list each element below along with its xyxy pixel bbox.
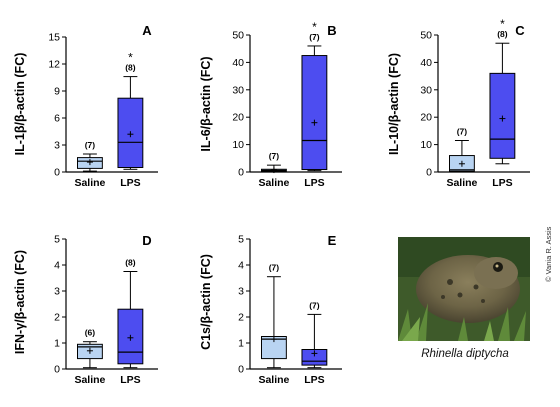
box-lps: (8)* LPS xyxy=(489,17,516,189)
y-tick-label: 2 xyxy=(54,312,60,324)
x-category-label: Saline xyxy=(74,374,105,386)
n-label: (8) xyxy=(125,63,136,73)
toad-photo xyxy=(398,237,530,341)
y-tick-label: 40 xyxy=(232,57,244,69)
y-tick-label: 4 xyxy=(54,260,60,272)
y-tick-label: 5 xyxy=(54,234,60,246)
y-axis-label: IFN-γ/β-actin (FC) xyxy=(13,250,27,354)
y-axis-label: IL-10/β-actin (FC) xyxy=(387,53,401,155)
box-lps: (7) LPS xyxy=(301,300,328,386)
y-tick-label: 0 xyxy=(426,167,432,179)
y-tick-label: 1 xyxy=(238,338,244,350)
y-tick-label: 50 xyxy=(232,30,244,42)
n-label: (7) xyxy=(309,32,320,42)
box-saline: (7) Saline xyxy=(258,263,289,386)
y-tick-label: 3 xyxy=(238,286,244,298)
y-tick-label: 30 xyxy=(232,84,244,96)
panel-label: D xyxy=(142,233,151,248)
x-category-label: LPS xyxy=(304,177,324,189)
box-saline: (6) Saline xyxy=(74,328,105,386)
y-tick-label: 0 xyxy=(54,364,60,376)
y-tick-label: 12 xyxy=(48,59,60,71)
y-tick-label: 40 xyxy=(420,57,432,69)
significance-marker: * xyxy=(312,20,317,34)
n-label: (8) xyxy=(125,258,136,268)
x-category-label: Saline xyxy=(258,177,289,189)
y-tick-label: 10 xyxy=(232,139,244,151)
n-label: (6) xyxy=(85,328,96,338)
panel-d: 0 1 2 3 4 5 IFN-γ/β-actin (FC) D (6) Saline (8) LPS xyxy=(13,233,158,386)
y-tick-label: 1 xyxy=(54,338,60,350)
n-label: (7) xyxy=(309,300,320,310)
n-label: (8) xyxy=(497,29,508,39)
box-lps: (7)* LPS xyxy=(301,20,328,189)
box-iqr xyxy=(301,55,328,171)
photo-caption: Rhinella diptycha xyxy=(421,348,509,360)
box-lps: (8)* LPS xyxy=(117,51,144,189)
significance-marker: * xyxy=(500,17,505,31)
box-saline: (7) Saline xyxy=(74,140,105,189)
box-lps: (8) LPS xyxy=(117,258,144,386)
n-label: (7) xyxy=(269,263,280,273)
y-axis-label: C1s/β-actin (FC) xyxy=(199,254,213,350)
y-tick-label: 10 xyxy=(420,139,432,151)
y-tick-label: 4 xyxy=(238,260,244,272)
panel-label: C xyxy=(515,23,525,38)
x-category-label: LPS xyxy=(120,177,140,189)
y-tick-label: 0 xyxy=(238,167,244,179)
y-tick-label: 0 xyxy=(238,364,244,376)
x-category-label: LPS xyxy=(304,374,324,386)
significance-marker: * xyxy=(128,51,133,65)
toad-photo-drawing xyxy=(398,237,530,341)
y-tick-label: 3 xyxy=(54,286,60,298)
y-tick-label: 30 xyxy=(420,84,432,96)
y-axis-label: IL-6/β-actin (FC) xyxy=(199,56,213,151)
box-saline: (7) Saline xyxy=(258,151,289,189)
x-category-label: LPS xyxy=(492,177,512,189)
y-tick-label: 20 xyxy=(232,112,244,124)
panel-label: A xyxy=(142,23,152,38)
n-label: (7) xyxy=(85,140,96,150)
panel-e: 0 1 2 3 4 5 C1s/β-actin (FC) E (7) Saline (7) LPS xyxy=(199,233,342,386)
box-saline: (7) Saline xyxy=(446,126,477,189)
photo-credit: © Vania R. Assis xyxy=(544,226,553,282)
y-tick-label: 0 xyxy=(54,167,60,179)
y-tick-label: 5 xyxy=(238,234,244,246)
n-label: (7) xyxy=(457,126,468,136)
x-category-label: LPS xyxy=(120,374,140,386)
panel-a: 0 3 6 9 12 15 IL-1β/β-actin (FC) A (7) Saline (8)*… xyxy=(13,23,158,189)
panel-label: E xyxy=(328,233,337,248)
y-tick-label: 15 xyxy=(48,32,60,44)
y-tick-label: 20 xyxy=(420,112,432,124)
x-category-label: Saline xyxy=(258,374,289,386)
y-tick-label: 9 xyxy=(54,86,60,98)
y-tick-label: 2 xyxy=(238,312,244,324)
n-label: (7) xyxy=(269,151,280,161)
x-category-label: Saline xyxy=(74,177,105,189)
y-tick-label: 6 xyxy=(54,113,60,125)
panel-label: B xyxy=(327,23,336,38)
x-category-label: Saline xyxy=(446,177,477,189)
y-tick-label: 3 xyxy=(54,140,60,152)
y-axis-label: IL-1β/β-actin (FC) xyxy=(13,53,27,156)
y-tick-label: 50 xyxy=(420,30,432,42)
